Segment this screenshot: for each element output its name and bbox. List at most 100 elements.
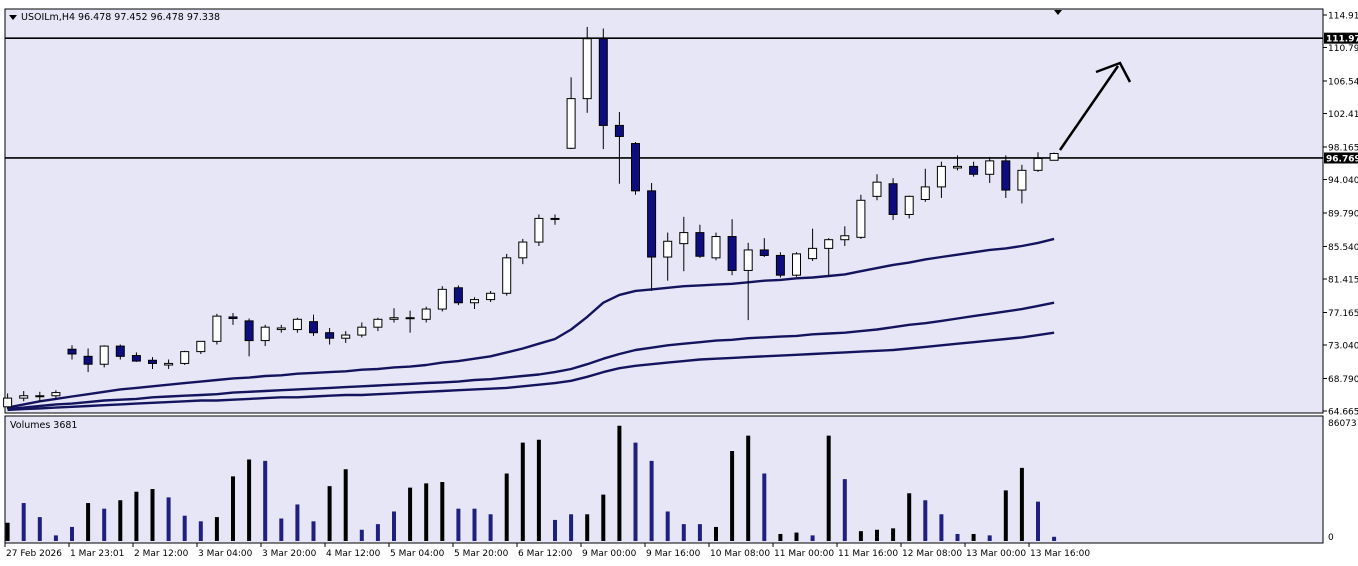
candle xyxy=(711,232,721,261)
time-tick-label: 11 Mar 00:00 xyxy=(774,549,834,559)
horizontal-line-labels: 111.97 96.769 xyxy=(1324,32,1358,164)
candle-body-bull xyxy=(1033,158,1043,171)
candle xyxy=(792,252,801,277)
candle xyxy=(679,216,689,272)
candle-body-bull xyxy=(792,253,801,276)
price-tick-label: 102.41 xyxy=(1328,110,1358,120)
candle xyxy=(180,350,190,366)
moving-average-line xyxy=(7,237,1055,409)
candle-body-bull xyxy=(373,318,383,328)
candle-body-bull xyxy=(824,239,834,249)
candle-body-bull xyxy=(486,292,496,301)
candle-body-bear xyxy=(131,355,141,362)
candle-body-bear xyxy=(83,355,93,365)
candle xyxy=(647,182,657,291)
time-tick-label: 10 Mar 08:00 xyxy=(710,549,770,559)
candle-body-bear xyxy=(759,249,769,256)
candle-body-bull xyxy=(566,98,576,149)
arrow-drawing[interactable] xyxy=(1058,61,1132,151)
candle xyxy=(453,285,463,306)
candle xyxy=(115,344,125,360)
candle xyxy=(631,141,640,195)
time-tick-label: 3 Mar 04:00 xyxy=(198,549,253,559)
candle xyxy=(775,252,785,278)
moving-average-line xyxy=(7,301,1055,411)
price-tick-label: 94.040 xyxy=(1328,176,1358,186)
chart-menu-triangle-icon[interactable] xyxy=(9,15,17,20)
candle-body-bull xyxy=(518,241,528,259)
candle-body-bull xyxy=(1017,169,1027,191)
arrow-shaft[interactable] xyxy=(1058,65,1120,151)
moving-averages xyxy=(7,237,1055,412)
arrow-head xyxy=(1095,61,1132,83)
candle xyxy=(985,156,995,183)
candle xyxy=(1017,164,1027,204)
candle xyxy=(228,312,238,325)
time-tick-label: 5 Mar 04:00 xyxy=(390,549,445,559)
candle xyxy=(856,194,866,239)
candle xyxy=(550,214,560,225)
volume-tick-label: 0 xyxy=(1328,533,1334,543)
candle xyxy=(663,232,673,281)
candle xyxy=(131,352,141,362)
time-tick-label: 9 Mar 16:00 xyxy=(646,549,701,559)
candle-body-bear xyxy=(598,38,608,126)
time-tick-label: 6 Mar 12:00 xyxy=(518,549,573,559)
candle xyxy=(969,161,979,177)
candle xyxy=(920,168,930,202)
volume-axis: 86073 0 xyxy=(1328,419,1357,543)
candles xyxy=(3,26,1059,410)
price-tick-label: 73.040 xyxy=(1328,341,1358,351)
candle xyxy=(695,224,705,258)
candle-body-bull xyxy=(470,299,479,304)
candle-body-bear xyxy=(969,165,979,175)
candle-body-bull xyxy=(196,340,206,353)
candle xyxy=(598,28,608,150)
candle xyxy=(936,161,946,198)
horizontal-lines[interactable] xyxy=(5,37,1323,159)
candle xyxy=(309,314,318,336)
candle xyxy=(953,155,962,171)
candle xyxy=(824,238,834,277)
candle xyxy=(148,357,157,369)
price-label-text: 111.97 xyxy=(1326,35,1358,45)
candle-body-bull xyxy=(920,186,930,201)
candle-body-bull xyxy=(534,217,544,243)
candle xyxy=(421,306,431,323)
price-tick-label: 77.165 xyxy=(1328,309,1358,319)
candle xyxy=(357,322,367,338)
time-tick-label: 27 Feb 2026 xyxy=(6,549,62,559)
candle-body-bear xyxy=(727,236,737,271)
candle xyxy=(759,238,769,258)
candle-body-bull xyxy=(953,165,962,169)
candle xyxy=(276,324,286,333)
candle xyxy=(260,324,270,347)
candle-body-bull xyxy=(663,240,673,258)
candle xyxy=(582,26,592,113)
time-tick-label: 12 Mar 08:00 xyxy=(902,549,962,559)
candle-body-bull xyxy=(808,247,818,260)
candle-body-bull xyxy=(421,308,431,320)
candle-body-bull xyxy=(19,395,29,399)
candle xyxy=(614,112,624,184)
candle-body-bear xyxy=(148,359,157,364)
candle-body-bear xyxy=(1001,160,1011,191)
candle-body-bull xyxy=(679,232,689,245)
candle-body-bull xyxy=(260,326,270,342)
shift-marker-icon[interactable] xyxy=(1054,10,1062,15)
price-label-text: 96.769 xyxy=(1326,154,1358,164)
candle xyxy=(83,348,93,373)
candle xyxy=(486,290,496,302)
candle-body-bull xyxy=(502,257,512,294)
time-tick-label: 11 Mar 16:00 xyxy=(838,549,898,559)
price-tick-label: 89.790 xyxy=(1328,209,1358,219)
price-tick-label: 98.165 xyxy=(1328,143,1358,153)
candle-body-bull xyxy=(550,217,560,220)
candle-body-bear xyxy=(309,321,318,334)
price-label-box xyxy=(1324,32,1358,44)
candle-body-bear xyxy=(631,143,640,192)
candle-body-bull xyxy=(212,315,222,342)
candle xyxy=(743,242,753,321)
